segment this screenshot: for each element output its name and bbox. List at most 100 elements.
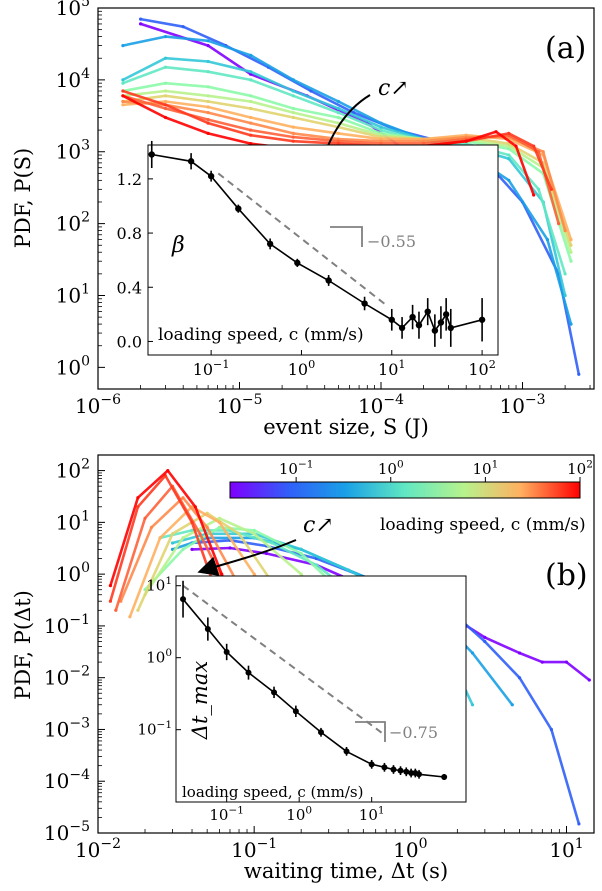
panel-a-series-point-11-0 [121,89,125,93]
panel-a-inset-point [431,327,439,334]
panel-a-series-point-3-2 [206,59,210,64]
panel-b-series-point-11-3 [190,520,194,525]
panel-b-series-point-8-1 [158,536,162,540]
panel-b-trend-arrow [197,539,297,576]
panel-a-series-point-4-6 [379,128,383,132]
panel-b-series-point-0-11 [587,678,591,682]
panel-a-series [121,17,581,376]
panel-b-inset-content: 10−1 100 101 10−1 100 101 [137,575,448,824]
panel-a-inset-point [294,259,301,267]
panel-b-inset-slope-label: −0.75 [389,723,438,742]
panel-b-inset-xtick-label: 101 [359,804,385,824]
panel-a-series-line-3 [122,56,567,296]
panel-a-series-point-6-11 [569,250,573,254]
panel-b-inset-xtick-label: 100 [286,804,312,824]
panel-b-series-point-12-0 [108,584,112,588]
panel-a-series-point-7-3 [249,106,253,111]
panel-b: 10−2 10−1 100 101 10−5 10−4 10−3 10−2 10−1 100 101… [11,454,595,883]
panel-b-inset-point [271,689,278,696]
panel-a-series-point-10-11 [557,222,561,226]
panel-a-xtick-label: 10−5 [216,392,262,418]
panel-a-inset-point [266,240,274,248]
panel-a-series-point-10-6 [379,142,383,146]
panel-b-series-point-2-8 [510,703,514,707]
panel-a-inset-xtick-label: 102 [468,358,495,379]
panel-b-inset-ylabel: Δt_max [188,661,212,741]
panel-b-series-point-1-10 [577,822,581,826]
panel-a-series-point-6-4 [291,111,295,115]
panel-a-inset-point [148,151,155,158]
panel-b-ytick-label: 10−2 [44,664,90,690]
panel-a-series-point-9-11 [563,229,567,233]
panel-a-axes: 10−6 10−5 10−4 10−3 100 101 102 103 104 105 [56,0,591,418]
panel-a-series-point-4-9 [507,153,511,157]
panel-a-series-line-5 [122,81,573,262]
panel-b-series-point-1-8 [517,676,522,680]
panel-a-inset-xlabel: loading speed, c (mm/s) [158,325,364,345]
colorbar-ticks: 10−1 100 101 102 [279,458,593,482]
panel-a-series-point-3-3 [249,70,253,74]
panel-a-series-point-11-10 [532,144,536,148]
panel-a-series-point-2-1 [163,35,168,39]
panel-b-series-point-9-1 [149,525,154,530]
panel-a-series-point-10-4 [291,135,295,139]
colorbar-gradient [229,481,581,499]
panel-b-series-point-3-4 [346,568,350,572]
panel-a-series-point-9-7 [422,139,426,143]
panel-a-series-point-9-3 [249,121,253,125]
panel-a-series-point-11-11 [549,187,554,191]
panel-b-ylabel: PDF, P(Δt) [11,590,35,700]
panel-b-series-point-3-3 [299,547,303,552]
panel-a-series-point-3-6 [379,125,383,129]
panel-b-series-point-12-2 [166,469,170,473]
panel-a-series-point-11-2 [206,121,210,125]
panel-b-ytick-label: 100 [56,560,90,586]
panel-a-series-point-12-0 [121,94,125,98]
panel-a-series-point-4-8 [464,142,468,146]
panel-a-series-point-3-0 [121,78,125,82]
panel-a-series-point-6-3 [249,99,253,104]
panel-b-ytick-label: 10−1 [44,612,90,638]
panel-a-series-point-2-11 [569,322,573,326]
panel-b-series-point-5-4 [299,551,303,556]
panel-a-arrow-label: c↗ [378,76,409,101]
panel-a-series-point-11-5 [336,142,340,146]
panel-a-inset: 10−1 100 101 102 0.0 0.4 0.8 1.2 β loading spee… [117,140,499,379]
panel-a-series-point-3-4 [291,89,295,93]
panel-a-series-point-1-0 [139,17,143,21]
panel-a-series-point-12-9 [494,130,498,134]
panel-b-series-point-5-2 [217,525,222,530]
panel-a-inset-ytick-label: 0.4 [117,278,142,297]
panel-a-inset-point [415,321,423,329]
panel-b-inset-slope-triangle [355,721,386,742]
panel-a-series-line-2 [122,35,573,325]
panel-a-series-point-12-1 [163,115,168,120]
panel-a-series-line-10 [122,94,560,224]
panel-a-series-point-7-1 [163,94,168,98]
panel-b-inset-point [245,669,252,676]
panel-a-series-point-4-0 [121,81,125,85]
panel-a-xtick-label: 10−6 [75,392,121,418]
panel-a-inset-xtick-label: 101 [378,358,405,379]
panel-b-ytick-label: 10−4 [44,767,90,793]
panel-a-label: (a) [545,31,586,66]
panel-a-series-point-2-10 [545,238,550,242]
panel-a-series-point-12-11 [532,193,536,197]
panel-a-series-point-4-5 [336,111,340,115]
panel-a-series-point-2-4 [291,78,295,82]
panel-a-series-point-3-5 [336,106,340,111]
panel-b-inset-reference-line [182,584,386,736]
panel-a-series-point-4-1 [163,65,168,69]
panel-b-series-point-12-3 [193,505,197,509]
panel-a-series-line-4 [122,65,567,275]
panel-a-inset-point [235,205,242,212]
panel-a-inset-point [187,158,195,165]
panel-a-series-point-10-10 [537,150,541,154]
panel-a-inset-ytick-label: 1.2 [117,170,142,189]
panel-b-series-point-12-4 [220,572,224,576]
panel-a-inset-ytick-label: 0.8 [117,224,142,243]
panel-a-series-point-2-0 [121,44,125,48]
panel-a-series-point-5-2 [206,85,210,89]
panel-a-series-point-2-2 [206,39,210,43]
